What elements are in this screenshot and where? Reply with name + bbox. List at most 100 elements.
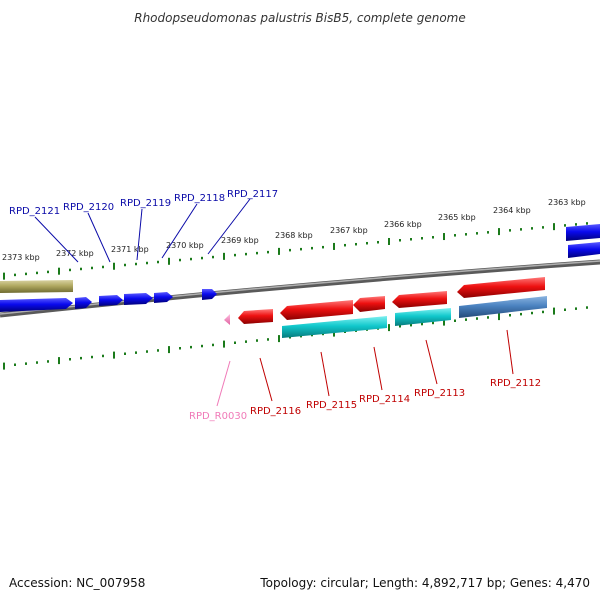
minor-tick	[586, 306, 588, 309]
minor-tick	[465, 318, 467, 321]
upper-gene-labels: RPD_2121 RPD_2120 RPD_2119 RPD_2118 RPD_…	[9, 189, 278, 263]
minor-tick	[14, 363, 16, 366]
minor-tick	[432, 321, 434, 325]
minor-tick	[531, 227, 533, 230]
map-title: Rhodopseudomonas palustris BisB5, comple…	[134, 11, 466, 25]
minor-tick	[267, 250, 269, 254]
gene-steel[interactable]	[459, 296, 547, 318]
gene-label-rpd-2115[interactable]: RPD_2115	[306, 400, 357, 411]
gene-red[interactable]	[392, 291, 447, 308]
scale-label: 2363 kbp	[548, 198, 586, 207]
major-tick	[443, 318, 445, 326]
gene-label-rpd-2116[interactable]: RPD_2116	[250, 406, 301, 417]
topology-text: Topology: circular; Length: 4,892,717 bp…	[259, 576, 590, 590]
gene-blue[interactable]	[124, 293, 153, 305]
leader-line	[259, 357, 273, 402]
scale-label: 2370 kbp	[166, 241, 204, 250]
minor-tick	[487, 231, 489, 234]
gene-label-rpd-2112[interactable]: RPD_2112	[490, 378, 541, 389]
minor-tick	[47, 360, 49, 363]
major-tick	[388, 324, 390, 332]
gene-blue[interactable]	[154, 292, 173, 303]
major-tick	[113, 262, 115, 270]
minor-tick	[476, 232, 478, 235]
scale-label: 2369 kbp	[221, 236, 259, 245]
scale-label: 2367 kbp	[330, 226, 368, 235]
minor-tick	[377, 240, 379, 244]
leader-line	[87, 212, 111, 263]
minor-tick	[245, 252, 247, 256]
minor-tick	[575, 307, 577, 310]
minor-tick	[135, 262, 137, 266]
minor-tick	[36, 271, 38, 275]
lower-strand-genes	[224, 277, 547, 338]
gene-red[interactable]	[353, 296, 385, 312]
minor-tick	[432, 236, 434, 239]
gene-pink[interactable]	[224, 314, 230, 325]
minor-tick	[564, 224, 566, 227]
scale-label: 2364 kbp	[493, 206, 531, 215]
scale-label: 2372 kbp	[56, 249, 94, 258]
minor-tick	[69, 268, 71, 272]
minor-tick	[421, 237, 423, 240]
leader-line	[34, 216, 79, 263]
minor-tick	[201, 344, 203, 348]
minor-tick	[234, 341, 236, 344]
gene-red[interactable]	[457, 277, 545, 298]
minor-tick	[245, 340, 247, 343]
gene-label-rpd-2114[interactable]: RPD_2114	[359, 394, 410, 405]
minor-tick	[399, 239, 401, 242]
upper-tick-track	[3, 222, 588, 280]
major-tick	[443, 233, 445, 241]
minor-tick	[234, 253, 236, 257]
minor-tick	[355, 242, 357, 246]
gene-blue[interactable]	[568, 242, 600, 258]
minor-tick	[25, 272, 27, 276]
minor-tick	[322, 245, 324, 249]
minor-tick	[509, 314, 511, 317]
gene-cyan[interactable]	[282, 316, 387, 338]
major-tick	[58, 267, 60, 275]
major-tick	[113, 351, 115, 359]
minor-tick	[25, 362, 27, 365]
minor-tick	[146, 261, 148, 265]
major-tick	[498, 228, 500, 236]
gene-blue[interactable]	[75, 297, 92, 309]
minor-tick	[344, 243, 346, 247]
minor-tick	[190, 345, 192, 349]
gene-olive[interactable]	[0, 280, 73, 293]
minor-tick	[36, 361, 38, 364]
gene-cyan[interactable]	[395, 308, 451, 326]
minor-tick	[289, 248, 291, 252]
minor-tick	[256, 339, 258, 342]
gene-label-rpd-r0030[interactable]: RPD_R0030	[189, 411, 247, 422]
gene-blue[interactable]	[202, 289, 217, 300]
gene-label-rpd-2120[interactable]: RPD_2120	[63, 202, 114, 213]
scale-label: 2371 kbp	[111, 245, 149, 254]
minor-tick	[410, 323, 412, 327]
gene-label-rpd-2118[interactable]: RPD_2118	[174, 193, 225, 204]
gene-blue[interactable]	[0, 298, 73, 312]
minor-tick	[102, 265, 104, 269]
upper-strand-genes	[0, 224, 600, 312]
minor-tick	[157, 349, 159, 352]
gene-label-rpd-2113[interactable]: RPD_2113	[414, 388, 465, 399]
gene-label-rpd-2119[interactable]: RPD_2119	[120, 198, 171, 209]
minor-tick	[454, 234, 456, 237]
minor-tick	[542, 226, 544, 229]
gene-label-rpd-2121[interactable]: RPD_2121	[9, 206, 60, 217]
major-tick	[278, 335, 280, 343]
leader-line	[425, 339, 438, 385]
major-tick	[168, 346, 170, 354]
minor-tick	[366, 241, 368, 245]
leader-line	[506, 329, 514, 375]
minor-tick	[256, 251, 258, 255]
gene-label-rpd-2117[interactable]: RPD_2117	[227, 189, 278, 200]
major-tick	[333, 329, 335, 337]
minor-tick	[300, 247, 302, 251]
leader-line	[207, 198, 251, 255]
gene-blue[interactable]	[566, 224, 600, 241]
gene-red[interactable]	[280, 300, 353, 320]
gene-red[interactable]	[238, 309, 273, 324]
gene-blue[interactable]	[99, 295, 123, 306]
